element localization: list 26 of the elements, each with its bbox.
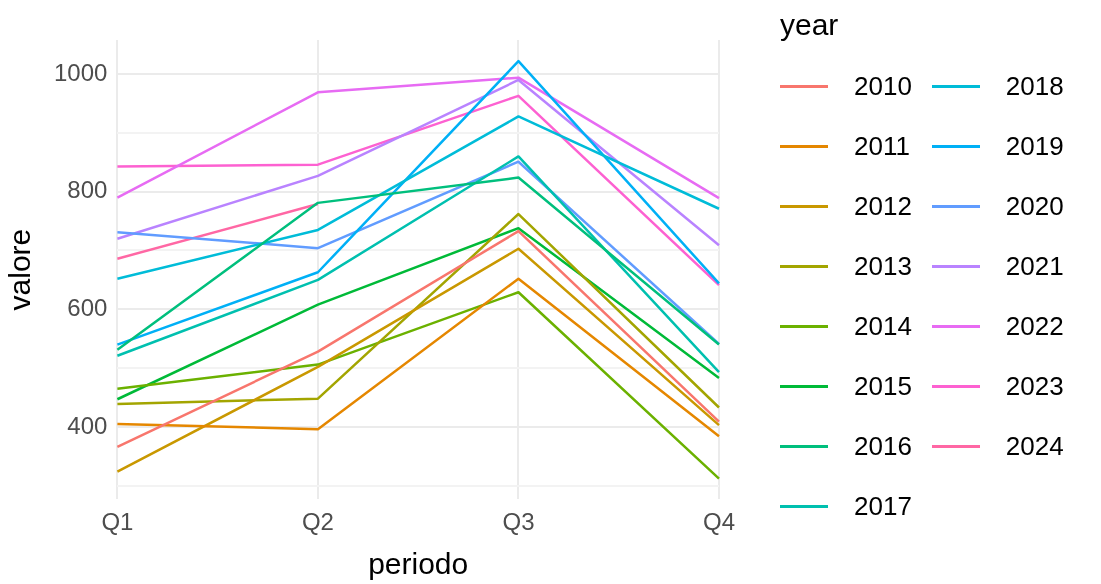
legend-label: 2019 <box>1005 130 1064 162</box>
x-tick-label: Q2 <box>301 508 334 536</box>
legend-label: 2017 <box>854 490 912 522</box>
legend-title: year <box>780 8 840 42</box>
legend-label: 2012 <box>854 190 912 222</box>
x-tick-label: Q3 <box>502 508 535 536</box>
legend-label: 2023 <box>1005 370 1064 402</box>
y-tick-label: 600 <box>67 293 108 321</box>
x-tick-label: Q1 <box>101 508 134 536</box>
x-axis-title: periodo <box>368 547 469 581</box>
legend-label: 2011 <box>854 130 910 162</box>
x-tick-label: Q4 <box>702 508 735 536</box>
legend-label: 2010 <box>854 70 912 102</box>
y-tick-label: 800 <box>67 176 108 204</box>
y-tick-label: 1000 <box>54 58 108 86</box>
legend-label: 2021 <box>1005 250 1064 282</box>
legend-label: 2014 <box>854 310 912 342</box>
y-axis-title: valore <box>3 228 37 311</box>
legend-label: 2022 <box>1005 310 1064 342</box>
legend-label: 2024 <box>1005 430 1064 462</box>
legend-label: 2016 <box>854 430 912 462</box>
legend-label: 2018 <box>1005 70 1064 102</box>
legend-label: 2020 <box>1005 190 1064 222</box>
y-tick-label: 400 <box>67 411 108 439</box>
legend-label: 2013 <box>854 250 912 282</box>
legend-label: 2015 <box>854 370 912 402</box>
